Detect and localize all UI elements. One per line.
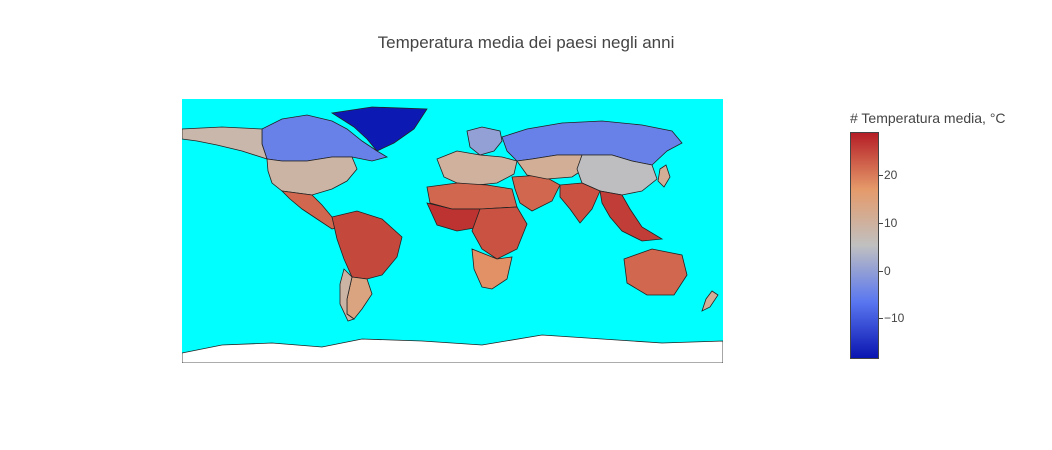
region-central-east-africa[interactable] (471, 206, 528, 260)
region-southeast-asia[interactable] (599, 190, 664, 242)
region-south-america-north[interactable] (331, 210, 403, 280)
region-greenland[interactable] (330, 106, 428, 152)
region-scandinavia[interactable] (466, 126, 503, 156)
region-alaska[interactable] (182, 126, 268, 160)
chart-title: Temperatura media dei paesi negli anni (377, 33, 675, 52)
colorbar-tick-label: 10 (884, 215, 898, 230)
colorbar[interactable] (850, 132, 879, 359)
colorbar-title: # Temperatura media, °C (850, 110, 1006, 126)
world-map[interactable] (182, 99, 723, 363)
colorbar-tick-mark (879, 270, 883, 272)
region-chile[interactable] (339, 268, 355, 322)
region-usa[interactable] (266, 156, 358, 196)
colorbar-tick-mark (879, 318, 883, 320)
region-new-zealand[interactable] (701, 290, 719, 312)
region-southern-africa[interactable] (471, 248, 513, 290)
colorbar-tick-mark (879, 175, 883, 176)
region-japan[interactable] (657, 164, 671, 188)
choropleth-map[interactable] (182, 99, 723, 363)
colorbar-tick-label: −10 (884, 311, 905, 326)
region-china-mongolia[interactable] (576, 154, 658, 196)
region-australia[interactable] (623, 248, 688, 296)
colorbar-tick-label: 0 (884, 263, 891, 278)
region-india[interactable] (559, 182, 601, 224)
colorbar-tick-mark (879, 222, 883, 224)
region-antarctica[interactable] (182, 334, 723, 363)
colorbar-tick-label: 20 (884, 168, 898, 182)
region-europe[interactable] (436, 150, 518, 186)
